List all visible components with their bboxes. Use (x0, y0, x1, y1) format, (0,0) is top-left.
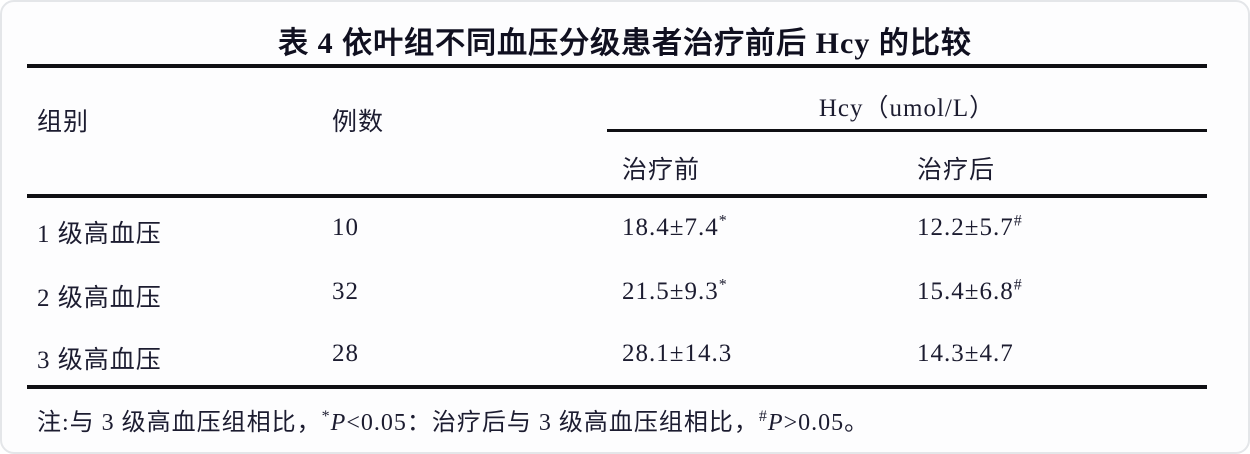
value-text: 28.1±14.3 (622, 340, 733, 367)
table-row-3-before: 28.1±14.3 (622, 340, 732, 368)
value-text: 15.4±6.8 (917, 278, 1014, 305)
rule-above-footnote (27, 385, 1207, 389)
hash-marker: # (758, 408, 768, 425)
footnote-mid: <0.05：治疗后与 3 级高血压组相比， (346, 410, 759, 436)
significance-marker: * (718, 212, 728, 230)
table-row-3-n: 28 (332, 340, 359, 367)
table-row-2-group: 2 级高血压 (37, 285, 162, 312)
table-row-2-after: 15.4±6.8# (917, 276, 1023, 306)
value-text: 12.2±5.7 (917, 214, 1014, 241)
footnote-end: >0.05。 (783, 410, 870, 436)
column-header-after: 治疗后 (917, 157, 996, 184)
asterisk-marker: * (321, 408, 331, 425)
rule-under-title (27, 64, 1207, 68)
table-footnote: 注:与 3 级高血压组相比，*P<0.05：治疗后与 3 级高血压组相比，#P>… (37, 402, 869, 437)
column-header-n: 例数 (332, 109, 385, 136)
table-row-1-n: 10 (332, 214, 359, 241)
column-header-group: 组别 (37, 109, 90, 136)
significance-marker: # (1013, 276, 1023, 294)
rule-under-hcy-span (607, 129, 1207, 132)
rule-under-header (27, 194, 1207, 198)
p-symbol: P (767, 410, 784, 436)
table-row-2-before: 21.5±9.3* (622, 276, 728, 306)
value-text: 14.3±4.7 (917, 340, 1014, 367)
footnote-prefix: 注:与 3 级高血压组相比， (37, 410, 322, 436)
value-text: 21.5±9.3 (622, 278, 719, 305)
significance-marker: # (1013, 212, 1023, 230)
table-title: 表 4 依叶组不同血压分级患者治疗前后 Hcy 的比较 (278, 27, 972, 60)
p-symbol: P (330, 410, 347, 436)
table-row-1-after: 12.2±5.7# (917, 212, 1023, 242)
table-row-3-after: 14.3±4.7 (917, 340, 1014, 368)
table-row-2-n: 32 (332, 278, 359, 305)
column-header-hcy-span: Hcy（umol/L） (818, 95, 996, 122)
column-header-before: 治疗前 (622, 157, 701, 184)
table-row-3-group: 3 级高血压 (37, 347, 162, 374)
significance-marker: * (718, 276, 728, 294)
value-text: 18.4±7.4 (622, 214, 719, 241)
table-row-1-group: 1 级高血压 (37, 221, 162, 248)
table-row-1-before: 18.4±7.4* (622, 212, 728, 242)
